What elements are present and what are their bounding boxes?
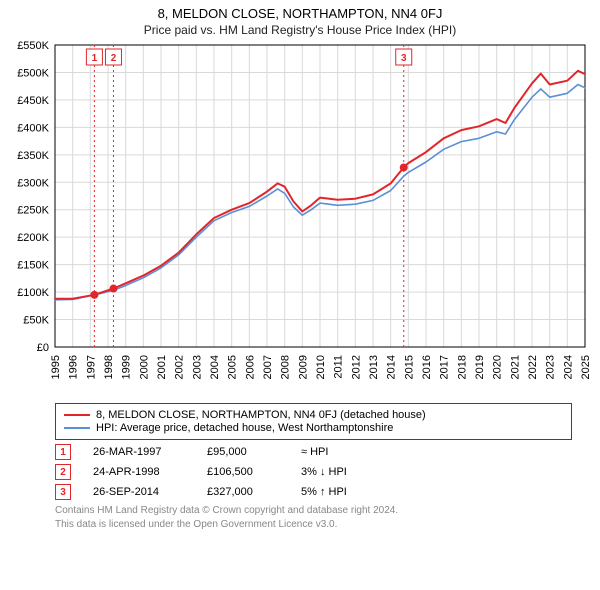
- svg-text:2004: 2004: [209, 355, 221, 379]
- svg-text:2008: 2008: [280, 355, 292, 379]
- line-chart: £0 £50K £100K £150K £200K £250K £300K £350K £400…: [0, 37, 600, 397]
- event-note: 3% ↓ HPI: [301, 466, 347, 478]
- svg-text:2012: 2012: [350, 355, 362, 379]
- svg-text:2011: 2011: [333, 355, 345, 379]
- footer: Contains HM Land Registry data © Crown c…: [55, 504, 572, 531]
- svg-text:2015: 2015: [403, 355, 415, 379]
- svg-text:£200K: £200K: [17, 232, 49, 244]
- svg-text:2025: 2025: [580, 355, 592, 379]
- svg-text:£300K: £300K: [17, 177, 49, 189]
- svg-text:1: 1: [92, 53, 98, 64]
- svg-text:£550K: £550K: [17, 40, 49, 52]
- svg-text:1997: 1997: [85, 355, 97, 379]
- svg-text:2019: 2019: [474, 355, 486, 379]
- legend-item-1: 8, MELDON CLOSE, NORTHAMPTON, NN4 0FJ (d…: [64, 409, 563, 421]
- event-price: £327,000: [207, 486, 279, 498]
- svg-text:2021: 2021: [509, 355, 521, 379]
- svg-text:2020: 2020: [492, 355, 504, 379]
- event-note: ≈ HPI: [301, 446, 328, 458]
- event-price: £106,500: [207, 466, 279, 478]
- svg-text:2006: 2006: [244, 355, 256, 379]
- title-sub: Price paid vs. HM Land Registry's House …: [0, 23, 600, 37]
- event-date: 26-MAR-1997: [93, 446, 185, 458]
- svg-text:2017: 2017: [439, 355, 451, 379]
- event-note: 5% ↑ HPI: [301, 486, 347, 498]
- titles: 8, MELDON CLOSE, NORTHAMPTON, NN4 0FJ Pr…: [0, 0, 600, 37]
- svg-text:1999: 1999: [121, 355, 133, 379]
- svg-text:2003: 2003: [191, 355, 203, 379]
- svg-text:£0: £0: [37, 342, 49, 354]
- events-table: 1 26-MAR-1997 £95,000 ≈ HPI 2 24-APR-1998 £106…: [55, 444, 572, 500]
- svg-text:2000: 2000: [138, 355, 150, 379]
- legend: 8, MELDON CLOSE, NORTHAMPTON, NN4 0FJ (d…: [55, 403, 572, 440]
- svg-text:£50K: £50K: [23, 315, 49, 327]
- svg-text:2022: 2022: [527, 355, 539, 379]
- event-marker: 3: [55, 484, 71, 500]
- svg-text:3: 3: [401, 53, 407, 64]
- event-marker: 1: [55, 444, 71, 460]
- title-main: 8, MELDON CLOSE, NORTHAMPTON, NN4 0FJ: [0, 6, 600, 21]
- svg-text:1998: 1998: [103, 355, 115, 379]
- svg-text:£400K: £400K: [17, 122, 49, 134]
- svg-text:2005: 2005: [227, 355, 239, 379]
- chart-container: 8, MELDON CLOSE, NORTHAMPTON, NN4 0FJ Pr…: [0, 0, 600, 531]
- svg-text:2007: 2007: [262, 355, 274, 379]
- legend-item-2: HPI: Average price, detached house, West…: [64, 422, 563, 434]
- svg-text:2023: 2023: [545, 355, 557, 379]
- svg-text:2001: 2001: [156, 355, 168, 379]
- svg-text:2013: 2013: [368, 355, 380, 379]
- svg-text:£100K: £100K: [17, 287, 49, 299]
- event-price: £95,000: [207, 446, 279, 458]
- legend-label-2: HPI: Average price, detached house, West…: [96, 422, 393, 434]
- svg-text:£150K: £150K: [17, 260, 49, 272]
- svg-text:2014: 2014: [386, 355, 398, 379]
- event-date: 26-SEP-2014: [93, 486, 185, 498]
- svg-text:2010: 2010: [315, 355, 327, 379]
- legend-label-1: 8, MELDON CLOSE, NORTHAMPTON, NN4 0FJ (d…: [96, 409, 426, 421]
- svg-text:1996: 1996: [68, 355, 80, 379]
- legend-swatch-2: [64, 427, 90, 429]
- svg-text:2016: 2016: [421, 355, 433, 379]
- svg-text:£350K: £350K: [17, 150, 49, 162]
- footer-line-2: This data is licensed under the Open Gov…: [55, 518, 572, 532]
- svg-text:2024: 2024: [562, 355, 574, 379]
- svg-text:2018: 2018: [456, 355, 468, 379]
- svg-text:2002: 2002: [174, 355, 186, 379]
- svg-text:£250K: £250K: [17, 205, 49, 217]
- event-row: 1 26-MAR-1997 £95,000 ≈ HPI: [55, 444, 572, 460]
- event-row: 2 24-APR-1998 £106,500 3% ↓ HPI: [55, 464, 572, 480]
- event-marker: 2: [55, 464, 71, 480]
- svg-text:2: 2: [111, 53, 117, 64]
- event-row: 3 26-SEP-2014 £327,000 5% ↑ HPI: [55, 484, 572, 500]
- legend-swatch-1: [64, 414, 90, 416]
- event-date: 24-APR-1998: [93, 466, 185, 478]
- footer-line-1: Contains HM Land Registry data © Crown c…: [55, 504, 572, 518]
- svg-text:£450K: £450K: [17, 95, 49, 107]
- svg-text:2009: 2009: [297, 355, 309, 379]
- svg-text:£500K: £500K: [17, 67, 49, 79]
- svg-text:1995: 1995: [50, 355, 62, 379]
